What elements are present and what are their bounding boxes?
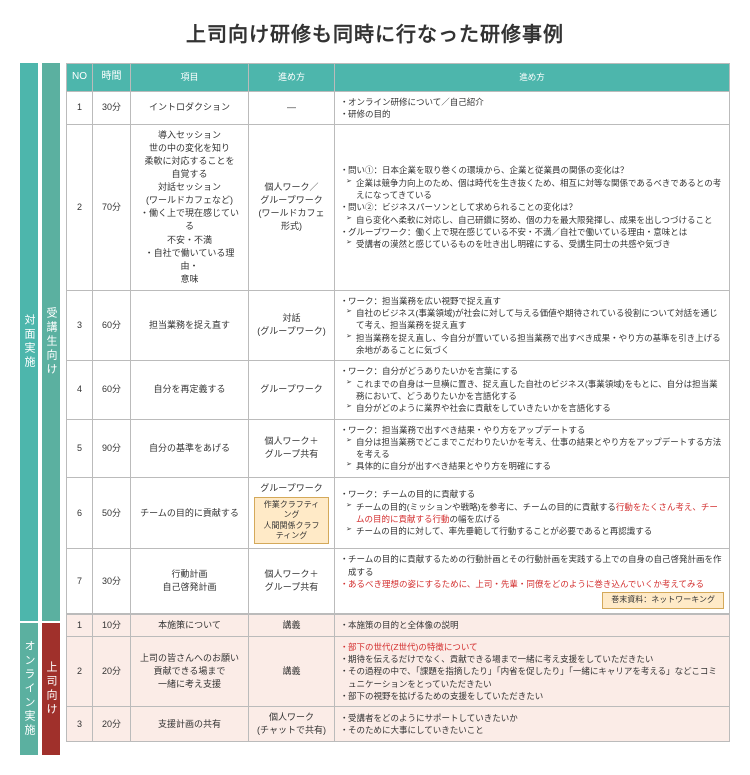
cell-method: 個人ワーク＋グループ共有: [249, 549, 335, 613]
cell-no: 4: [67, 361, 93, 419]
cell-time: 20分: [93, 707, 131, 742]
cell-item: 自分の基準をあげる: [131, 419, 249, 477]
vbar-taimen: 対面実施: [20, 63, 38, 621]
cell-method: 個人ワーク／グループワーク(ワールドカフェ形式): [249, 125, 335, 291]
cell-method: 講義: [249, 614, 335, 636]
cell-detail: 受講者をどのようにサポートしていきたいかそのために大事にしていきたいこと: [335, 707, 730, 742]
table-row: 650分チームの目的に貢献するグループワーク作業クラフティング人間関係クラフティ…: [67, 477, 730, 549]
table-row: 460分自分を再定義するグループワークワーク：自分がどうありたいかを言葉にするこ…: [67, 361, 730, 419]
cell-detail: 本施策の目的と全体像の説明: [335, 614, 730, 636]
cell-no: 2: [67, 636, 93, 707]
cell-time: 30分: [93, 91, 131, 125]
page-title: 上司向け研修も同時に行なった研修事例: [20, 18, 730, 47]
cell-item: 行動計画自己啓発計画: [131, 549, 249, 613]
cell-detail: ワーク：チームの目的に貢献するチームの目的(ミッションや戦略)を参考に、チームの…: [335, 477, 730, 549]
cell-method: 講義: [249, 636, 335, 707]
vbar-joshi: 上司向け: [42, 623, 60, 755]
table-row: 270分導入セッション世の中の変化を知り柔軟に対応することを自覚する対話セッショ…: [67, 125, 730, 291]
training-table-students: NO 時間 項目 進め方 進め方 130分イントロダクション—オンライン研修につ…: [66, 63, 730, 614]
training-table-boss: 110分本施策について講義本施策の目的と全体像の説明220分上司の皆さんへのお願…: [66, 614, 730, 743]
cell-method: グループワーク作業クラフティング人間関係クラフティング: [249, 477, 335, 549]
table-row: 730分行動計画自己啓発計画個人ワーク＋グループ共有チームの目的に貢献するための…: [67, 549, 730, 613]
cell-time: 10分: [93, 614, 131, 636]
cell-no: 3: [67, 707, 93, 742]
cell-time: 60分: [93, 361, 131, 419]
th-time: 時間: [93, 64, 131, 92]
method-note: 作業クラフティング人間関係クラフティング: [254, 497, 329, 545]
cell-detail: ワーク：自分がどうありたいかを言葉にするこれまでの自身は一旦横に置き、捉え直した…: [335, 361, 730, 419]
cell-method: —: [249, 91, 335, 125]
cell-no: 1: [67, 91, 93, 125]
cell-detail: チームの目的に貢献するための行動計画とその行動計画を実践する上での自身の自己啓発…: [335, 549, 730, 613]
cell-item: イントロダクション: [131, 91, 249, 125]
cell-method: 個人ワーク(チャットで共有): [249, 707, 335, 742]
th-no: NO: [67, 64, 93, 92]
cell-no: 6: [67, 477, 93, 549]
cell-detail: オンライン研修について／自己紹介研修の目的: [335, 91, 730, 125]
cell-no: 2: [67, 125, 93, 291]
cell-time: 70分: [93, 125, 131, 291]
cell-no: 7: [67, 549, 93, 613]
table-row: 590分自分の基準をあげる個人ワーク＋グループ共有ワーク：担当業務で出すべき結果…: [67, 419, 730, 477]
cell-detail: 問い①：日本企業を取り巻くの環境から、企業と従業員の関係の変化は？企業は競争力向…: [335, 125, 730, 291]
cell-item: 上司の皆さんへのお願い貢献できる場まで一緒に考え支援: [131, 636, 249, 707]
cell-time: 60分: [93, 290, 131, 361]
cell-item: 支援計画の共有: [131, 707, 249, 742]
cell-item: 本施策について: [131, 614, 249, 636]
cell-no: 1: [67, 614, 93, 636]
cell-time: 50分: [93, 477, 131, 549]
cell-method: 対話(グループワーク): [249, 290, 335, 361]
cell-item: チームの目的に貢献する: [131, 477, 249, 549]
table-row: 360分担当業務を捉え直す対話(グループワーク)ワーク：担当業務を広い視野で捉え…: [67, 290, 730, 361]
cell-time: 30分: [93, 549, 131, 613]
th-item: 項目: [131, 64, 249, 92]
table-row: 320分支援計画の共有個人ワーク(チャットで共有)受講者をどのようにサポートして…: [67, 707, 730, 742]
th-detail: 進め方: [335, 64, 730, 92]
th-method: 進め方: [249, 64, 335, 92]
cell-detail: ワーク：担当業務で出すべき結果・やり方をアップデートする自分は担当業務でどこまで…: [335, 419, 730, 477]
vbar-jukosei: 受講生向け: [42, 63, 60, 621]
cell-item: 導入セッション世の中の変化を知り柔軟に対応することを自覚する対話セッション(ワー…: [131, 125, 249, 291]
cell-no: 3: [67, 290, 93, 361]
cell-method: 個人ワーク＋グループ共有: [249, 419, 335, 477]
after-note: 巻末資料：ネットワーキング: [602, 592, 724, 608]
cell-method: グループワーク: [249, 361, 335, 419]
cell-time: 90分: [93, 419, 131, 477]
table-row: 130分イントロダクション—オンライン研修について／自己紹介研修の目的: [67, 91, 730, 125]
vbar-online: オンライン実施: [20, 623, 38, 755]
cell-item: 担当業務を捉え直す: [131, 290, 249, 361]
cell-detail: ワーク：担当業務を広い視野で捉え直す自社のビジネス(事業領域)が社会に対して与え…: [335, 290, 730, 361]
cell-detail: 部下の世代(Z世代)の特徴について期待を伝えるだけでなく、貢献できる場まで一緒に…: [335, 636, 730, 707]
cell-time: 20分: [93, 636, 131, 707]
table-row: 220分上司の皆さんへのお願い貢献できる場まで一緒に考え支援講義部下の世代(Z世…: [67, 636, 730, 707]
cell-no: 5: [67, 419, 93, 477]
table-row: 110分本施策について講義本施策の目的と全体像の説明: [67, 614, 730, 636]
cell-item: 自分を再定義する: [131, 361, 249, 419]
